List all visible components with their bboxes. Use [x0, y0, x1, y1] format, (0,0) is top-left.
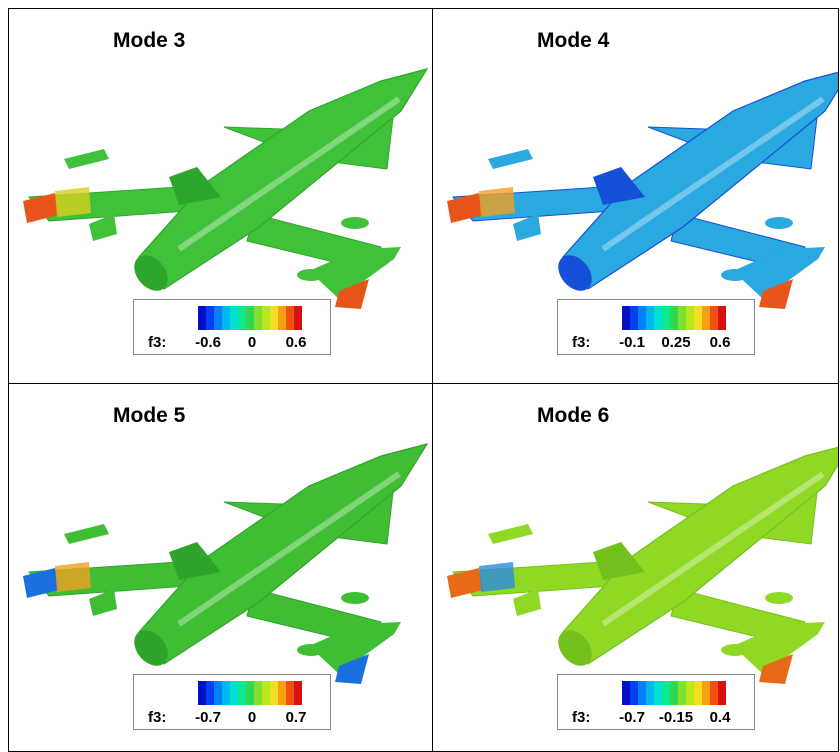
- legend-label: f3:: [572, 334, 591, 351]
- aircraft: [433, 9, 838, 383]
- colorbar-band: [262, 681, 270, 705]
- colorbar: [622, 681, 726, 705]
- aircraft-render: [23, 68, 429, 309]
- panel: Mode 5 f3: -0.7 0 0.7: [8, 383, 433, 752]
- colorbar-band: [246, 681, 254, 705]
- legend-tick: 0: [247, 709, 257, 726]
- colorbar-band: [702, 306, 710, 330]
- colorbar-band: [222, 306, 230, 330]
- colorbar: [622, 306, 726, 330]
- colorbar-band: [270, 306, 278, 330]
- legend-tick: -0.7: [619, 709, 645, 726]
- colorbar-band: [238, 681, 246, 705]
- colorbar-band: [694, 681, 702, 705]
- legend-label: f3:: [148, 709, 167, 726]
- colorbar-band: [646, 306, 654, 330]
- colorbar-band: [206, 681, 214, 705]
- legend-tick: 0.25: [661, 334, 691, 351]
- colorbar-band: [654, 306, 662, 330]
- colorbar-band: [670, 681, 678, 705]
- colorbar-band: [718, 681, 726, 705]
- legend-tick: 0.6: [285, 334, 307, 351]
- colorbar: [198, 681, 302, 705]
- panel-title: Mode 4: [537, 29, 610, 52]
- colorbar-band: [638, 306, 646, 330]
- colorbar-band: [286, 306, 294, 330]
- colorbar-band: [646, 681, 654, 705]
- colorbar-band: [710, 681, 718, 705]
- legend-labels: f3: -0.1 0.25 0.6: [558, 334, 756, 352]
- colorbar-band: [230, 306, 238, 330]
- colorbar-band: [718, 306, 726, 330]
- legend-labels: f3: -0.7 -0.15 0.4: [558, 709, 756, 727]
- colorbar-band: [662, 306, 670, 330]
- aircraft: [9, 9, 432, 383]
- colorbar-band: [294, 306, 302, 330]
- colorbar-band: [630, 681, 638, 705]
- colorbar: [198, 306, 302, 330]
- legend-tick: 0.7: [285, 709, 307, 726]
- legend-tick: -0.6: [195, 334, 221, 351]
- colorbar-band: [198, 681, 206, 705]
- colorbar-band: [622, 681, 630, 705]
- panel: Mode 4 f3: -0.1 0.25 0.6: [432, 8, 839, 384]
- panel-title: Mode 6: [537, 404, 610, 427]
- colorbar-band: [686, 306, 694, 330]
- colorbar-band: [254, 306, 262, 330]
- colorbar-band: [254, 681, 262, 705]
- colorbar-band: [662, 681, 670, 705]
- colorbar-band: [214, 306, 222, 330]
- aircraft: [433, 384, 838, 751]
- legend: f3: -0.7 -0.15 0.4: [557, 674, 755, 730]
- colorbar-band: [670, 306, 678, 330]
- legend-label: f3:: [572, 709, 591, 726]
- colorbar-band: [702, 681, 710, 705]
- panel-title: Mode 5: [113, 404, 186, 427]
- colorbar-band: [206, 306, 214, 330]
- panel-title: Mode 3: [113, 29, 186, 52]
- colorbar-band: [262, 306, 270, 330]
- legend-tick: 0.6: [709, 334, 731, 351]
- legend-tick: 0.4: [709, 709, 731, 726]
- legend: f3: -0.7 0 0.7: [133, 674, 331, 730]
- colorbar-band: [638, 681, 646, 705]
- colorbar-band: [630, 306, 638, 330]
- colorbar-band: [294, 681, 302, 705]
- legend: f3: -0.1 0.25 0.6: [557, 299, 755, 355]
- panel: Mode 3 f3: -0.6 0 0.6: [8, 8, 433, 384]
- colorbar-band: [278, 681, 286, 705]
- colorbar-band: [230, 681, 238, 705]
- aircraft: [9, 384, 432, 751]
- legend-tick: -0.7: [195, 709, 221, 726]
- legend-tick: 0: [247, 334, 257, 351]
- legend-labels: f3: -0.7 0 0.7: [134, 709, 332, 727]
- colorbar-band: [654, 681, 662, 705]
- colorbar-band: [270, 681, 278, 705]
- aircraft-render: [23, 443, 429, 684]
- colorbar-band: [686, 681, 694, 705]
- colorbar-band: [694, 306, 702, 330]
- colorbar-band: [286, 681, 294, 705]
- aircraft-render: [447, 446, 838, 684]
- colorbar-band: [222, 681, 230, 705]
- legend-tick: -0.15: [658, 709, 694, 726]
- colorbar-band: [678, 306, 686, 330]
- colorbar-band: [710, 306, 718, 330]
- panel: Mode 6 f3: -0.7 -0.15 0.4: [432, 383, 839, 752]
- colorbar-band: [246, 306, 254, 330]
- colorbar-band: [238, 306, 246, 330]
- colorbar-band: [214, 681, 222, 705]
- colorbar-band: [678, 681, 686, 705]
- colorbar-band: [198, 306, 206, 330]
- legend-label: f3:: [148, 334, 167, 351]
- legend: f3: -0.6 0 0.6: [133, 299, 331, 355]
- legend-tick: -0.1: [619, 334, 645, 351]
- colorbar-band: [278, 306, 286, 330]
- aircraft-render: [447, 71, 838, 309]
- legend-labels: f3: -0.6 0 0.6: [134, 334, 332, 352]
- colorbar-band: [622, 306, 630, 330]
